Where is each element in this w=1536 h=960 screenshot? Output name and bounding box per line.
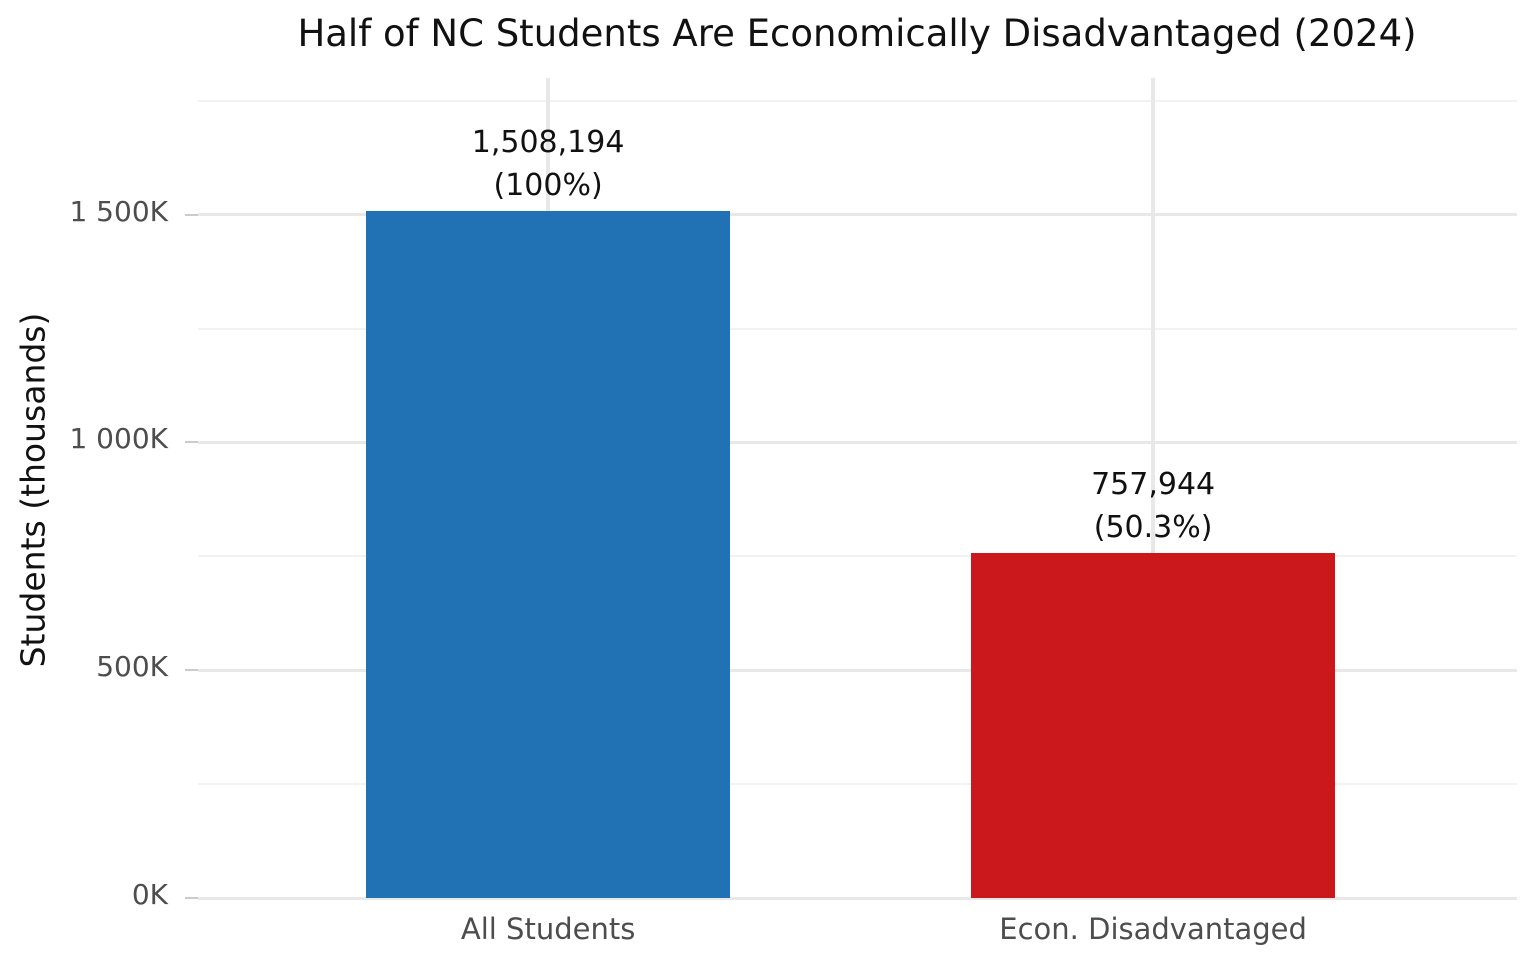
y-tick-mark [185, 441, 198, 444]
bar-percent-line: (50.3%) [1093, 509, 1213, 545]
minor-gridline [198, 99, 1517, 102]
y-tick-mark [185, 669, 198, 672]
y-tick-mark [185, 897, 198, 899]
bar-1 [366, 210, 731, 898]
x-tick-label: All Students [460, 912, 636, 946]
x-tick-label: Econ. Disadvantaged [999, 912, 1307, 946]
bar-percent-line: (100%) [493, 167, 603, 203]
major-gridline [198, 896, 1517, 900]
minor-gridline [198, 327, 1517, 330]
minor-gridline [198, 555, 1517, 558]
y-tick-label: 0K [131, 878, 168, 911]
y-tick-mark [185, 213, 198, 216]
major-gridline [198, 213, 1517, 217]
y-tick-label: 1 000K [69, 422, 168, 456]
y-axis-label: Students (thousands) [13, 312, 53, 668]
category-gridline [1151, 78, 1156, 898]
major-gridline [198, 668, 1517, 672]
bar-value-label: 1,508,194 (100%) [472, 121, 625, 207]
bar-value-line: 1,508,194 [471, 124, 625, 160]
y-tick-label: 1 500K [69, 194, 168, 228]
bar-value-line: 757,944 [1091, 466, 1216, 502]
chart-title: Half of NC Students Are Economically Dis… [297, 12, 1417, 55]
bar-2 [971, 552, 1336, 898]
y-tick-label: 500K [96, 650, 168, 684]
bar-value-label: 757,944 (50.3%) [1091, 463, 1215, 549]
minor-gridline [198, 783, 1517, 786]
major-gridline [198, 440, 1517, 444]
